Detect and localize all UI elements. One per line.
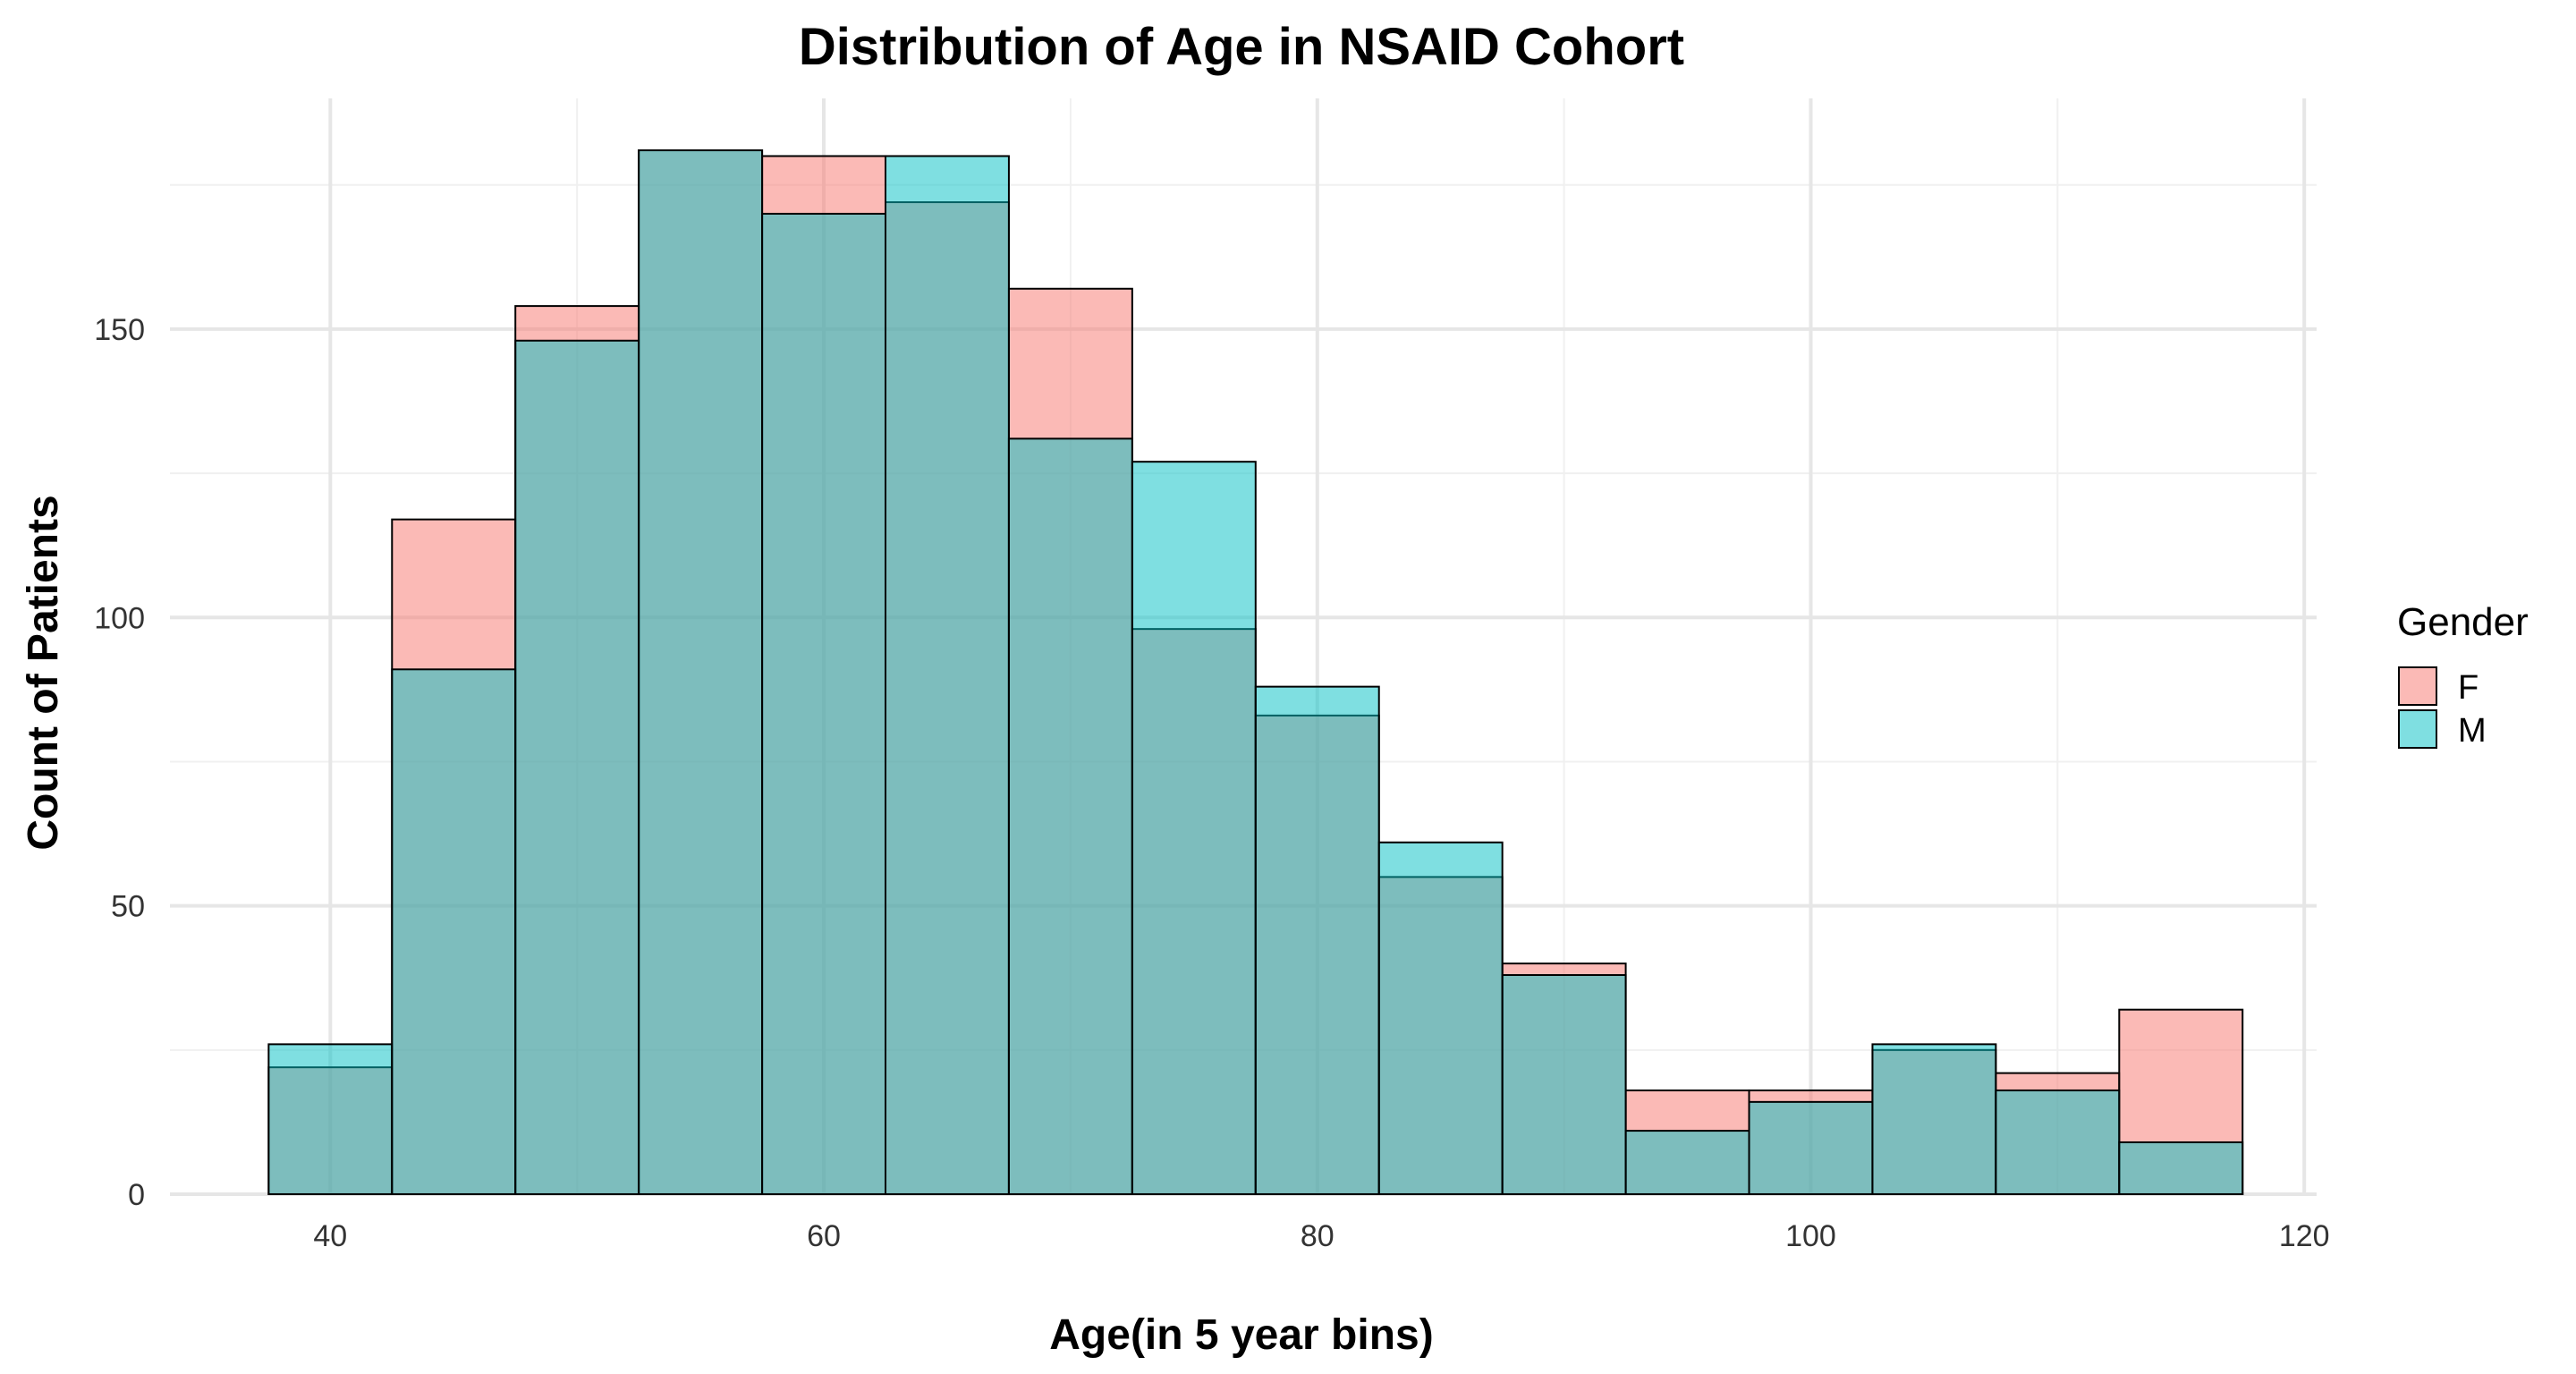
bar-m-55 — [638, 149, 764, 1195]
legend-title: Gender — [2397, 600, 2529, 644]
x-tick-label: 120 — [2279, 1219, 2330, 1253]
bar-m-70 — [1007, 437, 1133, 1196]
bar-m-40 — [267, 1043, 394, 1195]
chart-title: Distribution of Age in NSAID Cohort — [799, 18, 1684, 76]
bar-m-100 — [1748, 1100, 1874, 1196]
bar-m-110 — [1995, 1089, 2121, 1196]
legend: Gender F M — [2397, 600, 2529, 750]
bar-m-95 — [1624, 1130, 1750, 1196]
bar-m-75 — [1131, 461, 1257, 1195]
legend-label-m: M — [2458, 712, 2487, 750]
x-tick-label: 60 — [807, 1219, 841, 1253]
bar-m-85 — [1377, 841, 1504, 1195]
y-tick-label: 0 — [128, 1178, 145, 1212]
bar-m-115 — [2118, 1141, 2244, 1195]
bar-m-50 — [514, 339, 640, 1195]
y-axis-ticks: 0 50 100 150 — [94, 313, 145, 1212]
bar-m-105 — [1871, 1043, 1997, 1195]
y-tick-label: 150 — [94, 313, 145, 347]
bar-m-90 — [1501, 974, 1627, 1195]
legend-label-f: F — [2458, 669, 2479, 707]
x-axis-title: Age(in 5 year bins) — [1049, 1311, 1433, 1359]
y-tick-label: 100 — [94, 601, 145, 635]
x-axis-ticks: 40 60 80 100 120 — [313, 1219, 2329, 1253]
bar-m-45 — [391, 668, 517, 1195]
bar-m-65 — [885, 155, 1010, 1196]
bars — [267, 149, 2244, 1196]
bar-m-80 — [1254, 685, 1380, 1195]
x-tick-label: 100 — [1785, 1219, 1836, 1253]
y-tick-label: 50 — [111, 890, 145, 924]
legend-key-m — [2398, 709, 2437, 749]
legend-key-f — [2398, 666, 2437, 706]
y-axis-title: Count of Patients — [20, 495, 67, 850]
x-tick-label: 40 — [313, 1219, 347, 1253]
bar-m-60 — [761, 212, 886, 1195]
x-tick-label: 80 — [1301, 1219, 1335, 1253]
